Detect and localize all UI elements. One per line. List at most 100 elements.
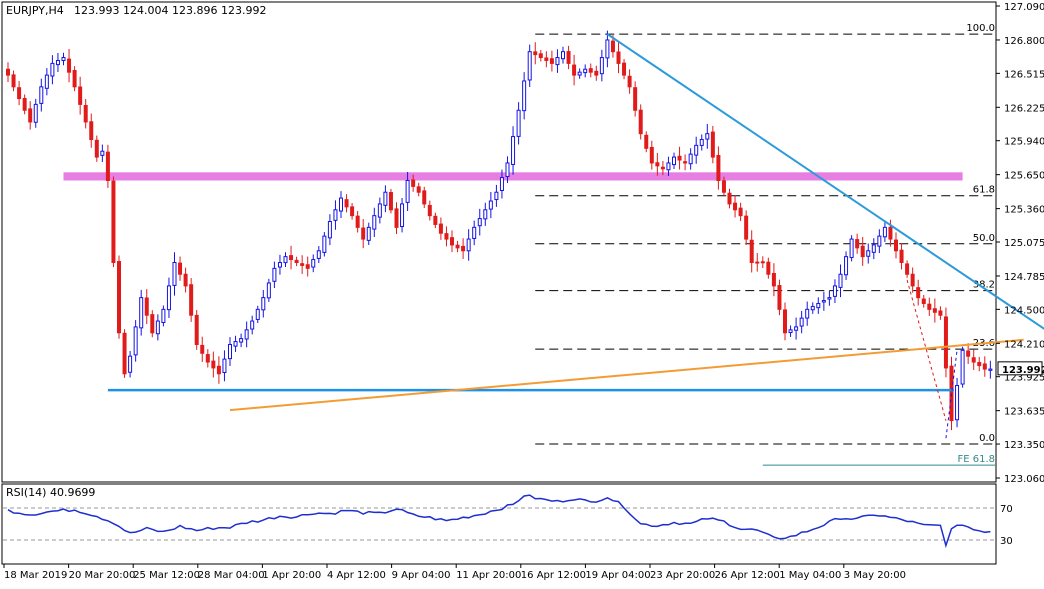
candle-body <box>721 180 726 193</box>
candle-body <box>943 316 948 369</box>
candle-body <box>411 179 416 187</box>
candle-body <box>39 86 44 104</box>
candle-body <box>877 235 882 247</box>
candle-body <box>400 203 405 228</box>
x-tick-label: 20 Mar 20:00 <box>69 570 136 581</box>
candle-body <box>899 249 904 263</box>
candle-body <box>388 192 393 211</box>
candle-body <box>888 226 893 240</box>
candle-body <box>461 245 466 252</box>
x-tick-label: 25 Mar 12:00 <box>133 570 200 581</box>
candle-body <box>805 308 810 319</box>
candle-body <box>788 329 793 334</box>
candle-body <box>244 329 249 340</box>
candle-body <box>416 186 421 193</box>
y-tick-label: 126.225 <box>1004 103 1044 114</box>
candle-body <box>89 121 94 141</box>
candle-body <box>610 40 615 53</box>
candle-body <box>638 109 643 135</box>
candle-body <box>216 365 221 375</box>
candle-body <box>128 355 133 373</box>
rsi-tick-70: 70 <box>1000 504 1013 515</box>
candle-body <box>183 273 188 287</box>
candle-body <box>405 180 410 203</box>
y-tick-label: 124.500 <box>1004 305 1044 316</box>
y-tick-label: 123.635 <box>1004 407 1044 418</box>
candle-body <box>44 74 49 89</box>
candle-body <box>205 354 210 363</box>
candle-body <box>966 350 971 357</box>
candle-body <box>561 51 565 60</box>
candle-body <box>605 39 610 59</box>
candle-body <box>982 363 987 370</box>
levels-layer: 100.061.850.038.223.60.0FE 61.8 <box>63 23 995 466</box>
y-tick-label: 123.060 <box>1004 474 1044 485</box>
candle-body <box>194 314 199 345</box>
resistance-zone <box>63 172 963 181</box>
candle-body <box>511 136 516 165</box>
fib-label-61.8: 61.8 <box>973 185 995 196</box>
candle-body <box>599 57 604 75</box>
x-tick-label: 4 Apr 12:00 <box>327 570 386 581</box>
candle-body <box>355 215 360 228</box>
candle-body <box>339 197 343 212</box>
candle-body <box>22 98 27 111</box>
candle-body <box>250 320 255 330</box>
candle-body <box>749 239 754 263</box>
y-tick-label: 125.940 <box>1004 137 1044 148</box>
candle-body <box>372 215 377 230</box>
candle-body <box>494 191 499 201</box>
candle-body <box>988 368 993 371</box>
candle-body <box>311 259 316 268</box>
candle-body <box>239 338 244 343</box>
x-tick-label: 26 Apr 12:00 <box>715 570 780 581</box>
fib-label-50.0: 50.0 <box>973 233 995 244</box>
candle-body <box>705 133 710 140</box>
candle-body <box>627 75 632 88</box>
candle-body <box>100 150 105 156</box>
candle-body <box>155 320 160 335</box>
y-tick-label: 123.925 <box>1004 373 1044 384</box>
x-tick-label: 3 May 20:00 <box>844 570 906 581</box>
candle-body <box>366 226 371 241</box>
candle-body <box>261 297 266 311</box>
candle-body <box>733 202 738 211</box>
candle-body <box>644 134 649 149</box>
candle-body <box>738 207 743 217</box>
candle-body <box>932 308 937 313</box>
candle-body <box>533 51 538 56</box>
x-tick-label: 18 Mar 2019 <box>4 570 67 581</box>
axes-layer: 127.090 126.800 126.515 126.225 125.940 125.6… <box>3 2 1044 581</box>
candle-body <box>766 261 771 275</box>
candle-body <box>200 344 205 354</box>
candle-body <box>67 58 72 73</box>
x-tick-label: 1 Apr 20:00 <box>262 570 321 581</box>
candle-body <box>133 326 138 356</box>
candle-body <box>810 305 815 311</box>
x-tick-label: 16 Apr 12:00 <box>521 570 586 581</box>
rsi-layer: 70 30 <box>3 494 1013 549</box>
candle-body <box>755 261 760 264</box>
candle-body <box>117 261 121 334</box>
candle-body <box>555 57 560 66</box>
candle-body <box>866 250 871 257</box>
candle-body <box>516 109 521 137</box>
last-price-box <box>997 361 1043 376</box>
candle-body <box>622 62 627 76</box>
candle-body <box>910 273 915 287</box>
candle-body <box>744 215 749 240</box>
candle-body <box>683 161 688 164</box>
candle-body <box>616 51 621 64</box>
candle-body <box>849 238 854 259</box>
fe-618-label: FE 61.8 <box>957 454 995 465</box>
candle-body <box>832 285 837 297</box>
candle-body <box>588 68 593 73</box>
candle-body <box>455 244 460 249</box>
candle-body <box>844 256 849 276</box>
candle-body <box>794 326 799 331</box>
candle-body <box>139 297 144 329</box>
candle-body <box>488 200 493 210</box>
candle-body <box>694 144 699 156</box>
